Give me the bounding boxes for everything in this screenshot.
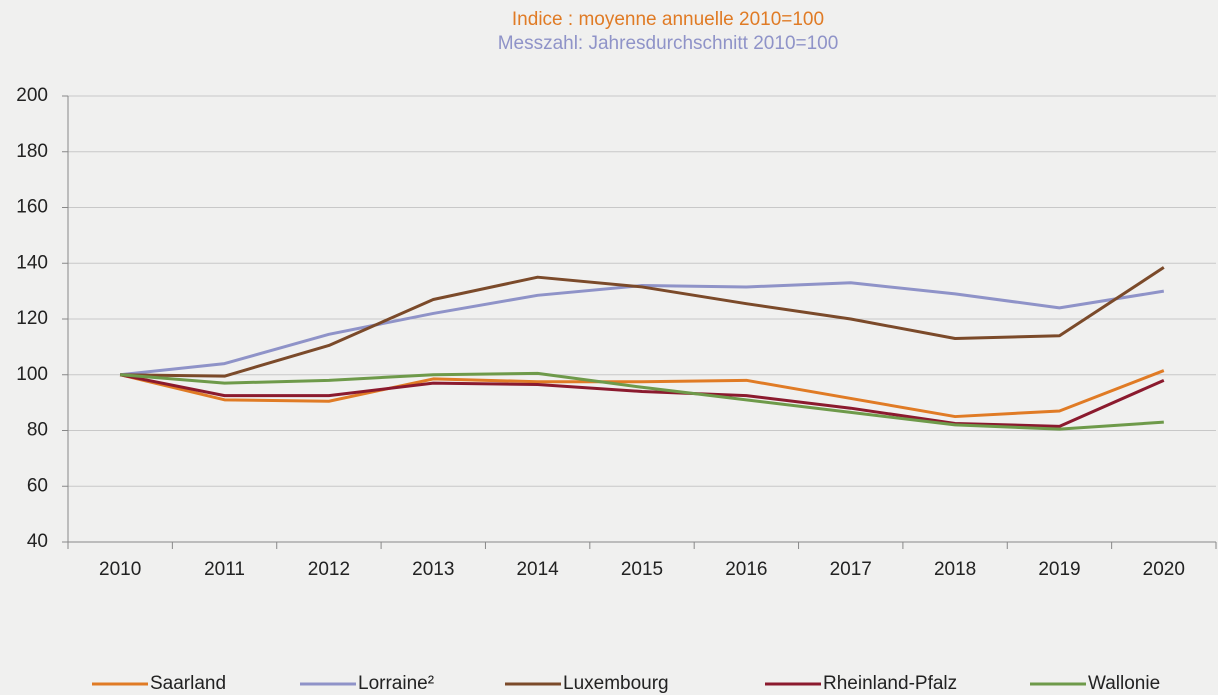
x-tick-label: 2017 bbox=[830, 559, 872, 580]
series-line bbox=[120, 371, 1164, 431]
legend-label: Saarland bbox=[150, 673, 226, 694]
x-tick-label: 2020 bbox=[1143, 559, 1185, 580]
legend-label: Wallonie bbox=[1088, 673, 1160, 694]
x-tick-label: 2014 bbox=[516, 559, 559, 580]
y-tick-label: 40 bbox=[27, 531, 48, 552]
x-tick-label: 2016 bbox=[725, 559, 767, 580]
legend-label: Luxembourg bbox=[563, 673, 669, 694]
y-tick-label: 100 bbox=[16, 364, 48, 385]
series-line bbox=[119, 369, 1165, 419]
y-tick-label: 180 bbox=[16, 141, 48, 162]
legend-label: Lorraine² bbox=[358, 673, 434, 694]
y-tick-label: 200 bbox=[16, 85, 48, 106]
x-tick-label: 2010 bbox=[99, 559, 141, 580]
chart-subtitle: Messzahl: Jahresdurchschnitt 2010=100 bbox=[498, 33, 839, 54]
x-tick-label: 2013 bbox=[412, 559, 454, 580]
x-tick-label: 2018 bbox=[934, 559, 976, 580]
x-tick-label: 2011 bbox=[204, 559, 245, 580]
y-tick-label: 80 bbox=[27, 420, 48, 441]
x-tick-label: 2019 bbox=[1038, 559, 1080, 580]
legend-label: Rheinland-Pfalz bbox=[823, 673, 957, 694]
y-tick-label: 120 bbox=[16, 308, 48, 329]
y-tick-label: 140 bbox=[16, 252, 48, 273]
chart-title: Indice : moyenne annuelle 2010=100 bbox=[512, 9, 824, 30]
x-tick-label: 2015 bbox=[621, 559, 663, 580]
y-tick-label: 160 bbox=[16, 197, 48, 218]
series-line bbox=[119, 373, 1165, 428]
y-tick-label: 60 bbox=[27, 475, 48, 496]
x-tick-label: 2012 bbox=[308, 559, 350, 580]
series-line bbox=[120, 266, 1165, 378]
